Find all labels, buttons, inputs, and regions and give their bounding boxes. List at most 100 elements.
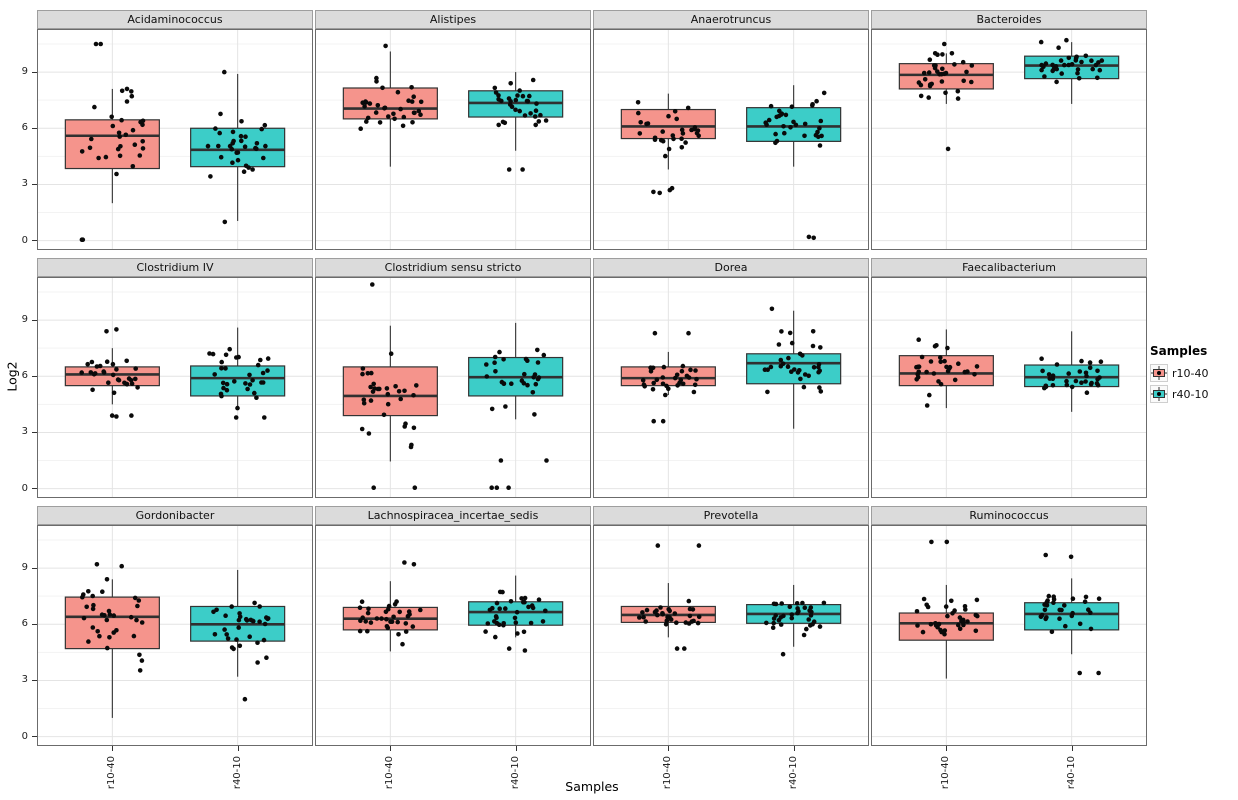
boxplot-canvas — [871, 277, 1147, 498]
y-tick-mark — [32, 623, 37, 625]
y-tick-mark — [32, 183, 37, 185]
jitter-points-r10-40 — [914, 337, 980, 408]
x-tick-label: r40-10 — [509, 756, 521, 790]
boxplot-box-r40-10 — [190, 365, 286, 397]
boxplot-box-r40-10 — [1024, 364, 1120, 388]
y-tick-label: 9 — [21, 562, 28, 574]
boxplot-box-r10-40 — [342, 87, 438, 120]
x-tick-mark — [668, 746, 670, 751]
x-tick-mark — [112, 746, 114, 751]
boxplot-box-r10-40 — [620, 108, 716, 140]
y-tick-mark — [32, 431, 37, 433]
boxplot-key-icon — [1150, 364, 1168, 382]
x-tick-label: r10-40 — [940, 756, 952, 790]
jitter-points-r40-10 — [1039, 356, 1104, 395]
jitter-points-r40-10 — [1038, 552, 1102, 676]
y-tick-label: 3 — [21, 674, 28, 686]
jitter-points-r10-40 — [914, 539, 980, 637]
facet-strip: Faecalibacterium — [871, 258, 1147, 277]
boxplot-canvas — [37, 277, 313, 498]
boxplot-canvas — [593, 277, 869, 498]
jitter-points-r10-40 — [359, 282, 419, 490]
facet-title: Bacteroides — [976, 13, 1042, 26]
y-tick-label: 0 — [21, 730, 28, 742]
y-tick-label: 3 — [21, 426, 28, 438]
x-tick-label: r10-40 — [106, 756, 118, 790]
boxplot-canvas — [871, 525, 1147, 746]
facet-title: Anaerotruncus — [690, 13, 772, 26]
facet-title: Ruminococcus — [969, 509, 1049, 522]
x-tick-label: r40-10 — [231, 756, 243, 790]
boxplot-canvas — [37, 525, 313, 746]
y-tick-label: 0 — [21, 482, 28, 494]
facet-strip: Dorea — [593, 258, 869, 277]
jitter-points-r40-10 — [483, 589, 548, 653]
x-tick-mark — [1071, 746, 1073, 751]
y-tick-label: 6 — [21, 122, 28, 134]
jitter-points-r10-40 — [635, 100, 701, 196]
boxplot-canvas — [871, 29, 1147, 250]
y-tick-mark — [32, 375, 37, 377]
facet-title: Clostridium sensu stricto — [384, 261, 522, 274]
y-tick-label: 0 — [21, 234, 28, 246]
facet-strip: Ruminococcus — [871, 506, 1147, 525]
legend-entry-r10-40: r10-40 — [1150, 364, 1209, 382]
facet-strip: Bacteroides — [871, 10, 1147, 29]
x-tick-mark — [793, 746, 795, 751]
y-tick-mark — [32, 567, 37, 569]
x-tick-label: r10-40 — [662, 756, 674, 790]
legend-entry-r40-10: r40-10 — [1150, 385, 1209, 403]
jitter-points-r40-10 — [207, 346, 271, 420]
facet-title: Faecalibacterium — [962, 261, 1056, 274]
boxplot-canvas — [315, 277, 591, 498]
legend-title: Samples — [1150, 344, 1208, 358]
y-tick-mark — [32, 679, 37, 681]
jitter-points-r10-40 — [640, 330, 699, 424]
facet-title: Gordonibacter — [135, 509, 215, 522]
boxplot-canvas — [37, 29, 313, 250]
jitter-points-r40-10 — [1038, 37, 1105, 85]
facet-strip: Clostridium sensu stricto — [315, 258, 591, 277]
jitter-points-r10-40 — [358, 43, 424, 131]
y-tick-label: 6 — [21, 618, 28, 630]
boxplot-box-r10-40 — [898, 63, 994, 90]
boxplot-canvas — [593, 525, 869, 746]
y-tick-label: 9 — [21, 314, 28, 326]
facet-strip: Gordonibacter — [37, 506, 313, 525]
y-tick-label: 3 — [21, 178, 28, 190]
jitter-points-r10-40 — [357, 560, 423, 647]
boxplot-box-r10-40 — [620, 366, 716, 387]
facet-strip: Alistipes — [315, 10, 591, 29]
boxplot-box-r10-40 — [64, 596, 160, 650]
boxplot-box-r40-10 — [1024, 55, 1120, 80]
jitter-points-r10-40 — [637, 543, 702, 651]
boxplot-canvas — [315, 29, 591, 250]
x-axis-title: Samples — [565, 779, 619, 794]
x-tick-label: r40-10 — [787, 756, 799, 790]
jitter-points-r40-10 — [484, 347, 549, 490]
boxplot-canvas — [315, 525, 591, 746]
y-tick-label: 9 — [21, 66, 28, 78]
facet-strip: Acidaminococcus — [37, 10, 313, 29]
facet-title: Lachnospiracea_incertae_sedis — [367, 509, 539, 522]
jitter-points-r40-10 — [764, 600, 827, 657]
y-tick-mark — [32, 319, 37, 321]
jitter-points-r10-40 — [80, 562, 145, 673]
x-tick-mark — [237, 746, 239, 751]
facet-strip: Lachnospiracea_incertae_sedis — [315, 506, 591, 525]
legend-entry-label: r10-40 — [1172, 366, 1209, 380]
jitter-points-r40-10 — [211, 600, 271, 702]
y-tick-mark — [32, 71, 37, 73]
jitter-points-r40-10 — [205, 69, 268, 225]
jitter-points-r40-10 — [763, 90, 827, 241]
boxplot-box-r10-40 — [342, 366, 438, 417]
facet-strip: Anaerotruncus — [593, 10, 869, 29]
x-tick-mark — [390, 746, 392, 751]
x-tick-mark — [515, 746, 517, 751]
facet-strip: Prevotella — [593, 506, 869, 525]
y-tick-mark — [32, 736, 37, 738]
facet-title: Alistipes — [429, 13, 477, 26]
facet-title: Clostridium IV — [136, 261, 214, 274]
facet-title: Dorea — [714, 261, 748, 274]
